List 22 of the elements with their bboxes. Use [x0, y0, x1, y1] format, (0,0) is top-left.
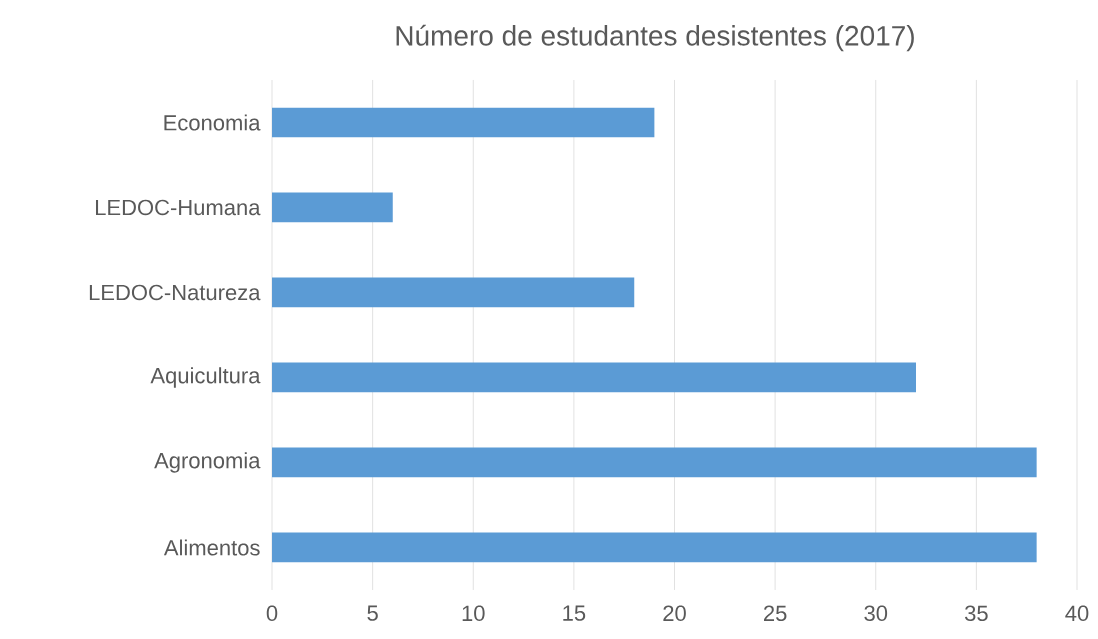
y-tick-label: LEDOC-Natureza [89, 284, 261, 301]
x-tick-label: 15 [563, 605, 586, 621]
x-tick-label: 25 [764, 605, 787, 622]
chart-title: Número de estudantes desistentes (2017) [396, 24, 914, 52]
bar [272, 277, 635, 308]
x-tick-label: 20 [663, 605, 686, 622]
x-tick-label: 30 [864, 605, 888, 622]
y-tick-label: Economia [164, 114, 261, 131]
x-tick-label: 10 [462, 605, 485, 622]
x-tick-label: 40 [1065, 605, 1089, 622]
bar [272, 532, 1037, 563]
y-tick-label: LEDOC-Humana [96, 199, 261, 216]
y-tick-label: Aquicultura [150, 367, 261, 388]
y-tick-label: Alimentos [163, 539, 260, 556]
bar [272, 192, 393, 223]
x-tick-label: 5 [367, 605, 378, 621]
x-tick-label: 0 [266, 605, 278, 622]
bar [272, 362, 916, 393]
bar [272, 447, 1037, 478]
bar [272, 107, 655, 138]
y-tick-label: Agronomia [154, 452, 261, 473]
x-tick-label: 35 [964, 605, 988, 622]
